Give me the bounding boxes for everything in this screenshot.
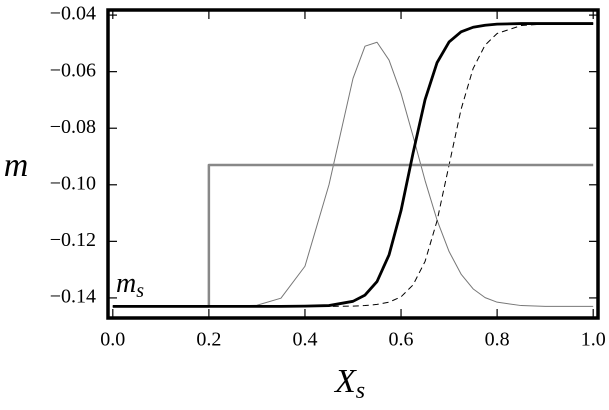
y-tick-label: −0.04 [50, 3, 96, 25]
y-tick-label: −0.06 [50, 59, 96, 81]
x-axis-label: Xs [333, 363, 365, 404]
x-tick-label: 1.0 [581, 329, 606, 351]
series-line [112, 163, 594, 308]
y-tick-label: −0.12 [50, 229, 96, 251]
plot-frame [106, 8, 600, 320]
y-tick-label: −0.14 [50, 286, 96, 308]
annotation-sub: s [136, 280, 144, 302]
series-line [112, 41, 594, 307]
plot-area: 0.0 0.2 0.4 0.6 0.8 1.0 −0.04 −0.06 −0.08 −0.10 −0… [50, 3, 606, 351]
y-axis-label: m [4, 147, 29, 184]
x-tick-label: 0.4 [292, 329, 317, 351]
x-tick-label: 0.6 [389, 329, 414, 351]
annotation-main: m [116, 268, 136, 299]
x-tick-label: 0.2 [196, 329, 221, 351]
annotation: ms [116, 268, 144, 301]
series-line [112, 22, 594, 308]
x-tick-label: 0.8 [485, 329, 510, 351]
y-tick-label: −0.08 [50, 116, 96, 138]
y-tick-label: −0.10 [50, 172, 96, 194]
x-axis-label-main: X [333, 363, 357, 400]
x-tick-label: 0.0 [100, 329, 125, 351]
x-axis-label-sub: s [356, 378, 365, 404]
